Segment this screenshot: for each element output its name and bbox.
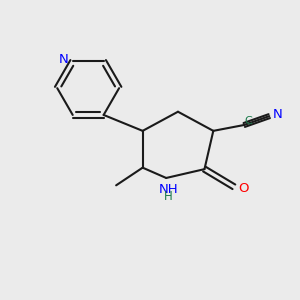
Text: N: N — [273, 108, 282, 121]
Text: H: H — [164, 190, 173, 203]
Text: C: C — [244, 116, 252, 126]
Text: O: O — [238, 182, 249, 195]
Text: N: N — [58, 53, 68, 66]
Text: NH: NH — [159, 183, 178, 196]
